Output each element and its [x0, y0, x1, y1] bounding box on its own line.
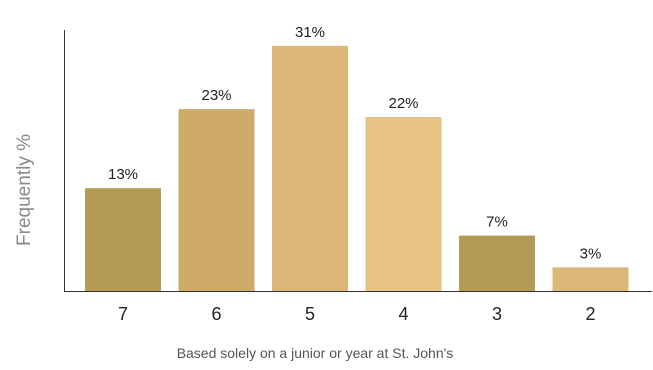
bars-layer	[85, 45, 629, 291]
value-label-3: 7%	[486, 214, 508, 231]
x-tick-labels-layer: 7 6 5 4 3 2	[118, 304, 596, 324]
x-tick-label-2: 2	[585, 304, 595, 324]
x-axis-label: Based solely on a junior or year at St. …	[177, 345, 454, 361]
value-label-7: 13%	[108, 166, 138, 183]
x-tick-label-6: 6	[211, 304, 221, 324]
x-tick-label-5: 5	[305, 304, 315, 324]
x-tick-label-3: 3	[492, 304, 502, 324]
x-tick-label-4: 4	[398, 304, 408, 324]
value-label-6: 23%	[201, 87, 231, 104]
value-label-4: 22%	[388, 95, 418, 112]
value-labels-layer: 13% 23% 31% 22% 7% 3%	[108, 24, 601, 262]
bar-6	[178, 109, 255, 291]
bar-5	[272, 45, 348, 291]
bar-4	[365, 117, 442, 291]
bar-7	[85, 188, 161, 291]
bar-3	[459, 235, 535, 291]
x-tick-label-7: 7	[118, 304, 128, 324]
value-label-5: 31%	[295, 24, 325, 41]
value-label-2: 3%	[580, 245, 602, 262]
y-axis-label: Frequently %	[14, 134, 35, 246]
bar-2	[552, 267, 629, 291]
